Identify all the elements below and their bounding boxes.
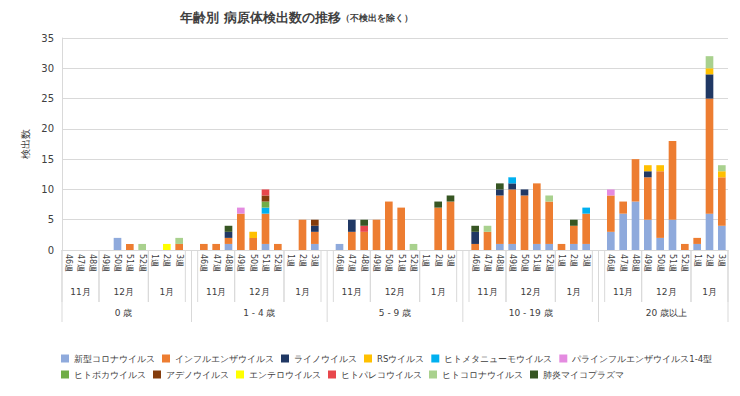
svg-text:52週: 52週 — [409, 254, 418, 272]
svg-text:2週: 2週 — [298, 254, 307, 267]
svg-text:50週: 50週 — [249, 254, 258, 272]
svg-text:12月: 12月 — [113, 287, 133, 297]
svg-text:11月: 11月 — [477, 287, 497, 297]
svg-text:52週: 52週 — [680, 254, 689, 272]
svg-text:ヒトボカウイルス: ヒトボカウイルス — [74, 370, 146, 380]
svg-text:2週: 2週 — [162, 254, 171, 267]
svg-text:0: 0 — [48, 245, 54, 256]
svg-text:46週: 46週 — [335, 254, 344, 272]
svg-text:インフルエンザウイルス: インフルエンザウイルス — [175, 354, 274, 364]
svg-text:2週: 2週 — [434, 254, 443, 267]
svg-text:1週: 1週 — [421, 254, 430, 267]
svg-text:52週: 52週 — [273, 254, 282, 272]
svg-text:48週: 48週 — [360, 254, 369, 272]
svg-text:ヒトコロナウイルス: ヒトコロナウイルス — [442, 370, 523, 380]
svg-text:46週: 46週 — [64, 254, 73, 272]
svg-text:46週: 46週 — [199, 254, 208, 272]
svg-text:1週: 1週 — [150, 254, 159, 267]
svg-text:5: 5 — [48, 214, 54, 225]
svg-text:アデノウイルス: アデノウイルス — [166, 370, 229, 380]
svg-text:1週: 1週 — [286, 254, 295, 267]
svg-text:2週: 2週 — [569, 254, 578, 267]
svg-text:1週: 1週 — [693, 254, 702, 267]
svg-text:47週: 47週 — [76, 254, 85, 272]
svg-text:51週: 51週 — [397, 254, 406, 272]
svg-text:肺炎マイコプラズマ: 肺炎マイコプラズマ — [543, 370, 624, 380]
svg-text:51週: 51週 — [668, 254, 677, 272]
svg-text:46週: 46週 — [606, 254, 615, 272]
svg-text:ヒトパレコウイルス: ヒトパレコウイルス — [341, 370, 422, 380]
svg-text:パラインフルエンザウイルス1-4型: パラインフルエンザウイルス1-4型 — [571, 354, 712, 364]
svg-text:52週: 52週 — [138, 254, 147, 272]
svg-text:1月: 1月 — [295, 287, 310, 297]
svg-text:49週: 49週 — [236, 254, 245, 272]
svg-text:49週: 49週 — [508, 254, 517, 272]
svg-text:3週: 3週 — [310, 254, 319, 267]
svg-text:30: 30 — [41, 63, 54, 74]
svg-text:50週: 50週 — [384, 254, 393, 272]
svg-text:48週: 48週 — [224, 254, 233, 272]
svg-text:47週: 47週 — [347, 254, 356, 272]
svg-text:35: 35 — [41, 33, 54, 44]
svg-text:49週: 49週 — [101, 254, 110, 272]
svg-text:3週: 3週 — [582, 254, 591, 267]
svg-text:1週: 1週 — [557, 254, 566, 267]
svg-text:1月: 1月 — [566, 287, 581, 297]
svg-text:検出数: 検出数 — [20, 129, 31, 159]
svg-text:49週: 49週 — [643, 254, 652, 272]
svg-text:50週: 50週 — [113, 254, 122, 272]
svg-text:47週: 47週 — [483, 254, 492, 272]
svg-text:50週: 50週 — [656, 254, 665, 272]
svg-text:（不検出を除く）: （不検出を除く） — [341, 13, 413, 23]
svg-text:12月: 12月 — [385, 287, 405, 297]
svg-text:エンテロウイルス: エンテロウイルス — [249, 370, 321, 380]
svg-text:年齢別 病原体検出数の推移: 年齢別 病原体検出数の推移 — [179, 10, 341, 25]
svg-text:3週: 3週 — [175, 254, 184, 267]
svg-text:1月: 1月 — [159, 287, 174, 297]
svg-text:10 - 19 歳: 10 - 19 歳 — [509, 308, 553, 318]
svg-text:50週: 50週 — [520, 254, 529, 272]
svg-text:3週: 3週 — [446, 254, 455, 267]
svg-text:46週: 46週 — [471, 254, 480, 272]
svg-text:2週: 2週 — [705, 254, 714, 267]
svg-text:10: 10 — [41, 184, 54, 195]
svg-text:12月: 12月 — [656, 287, 676, 297]
svg-text:48週: 48週 — [495, 254, 504, 272]
svg-text:51週: 51週 — [532, 254, 541, 272]
svg-text:20 歳以上: 20 歳以上 — [646, 308, 687, 318]
svg-text:48週: 48週 — [88, 254, 97, 272]
svg-text:20: 20 — [41, 123, 54, 134]
svg-text:47週: 47週 — [212, 254, 221, 272]
svg-text:11月: 11月 — [613, 287, 633, 297]
svg-text:新型コロナウイルス: 新型コロナウイルス — [74, 354, 155, 364]
svg-text:11月: 11月 — [206, 287, 226, 297]
svg-text:47週: 47週 — [619, 254, 628, 272]
svg-text:12月: 12月 — [520, 287, 540, 297]
svg-text:1月: 1月 — [431, 287, 446, 297]
svg-text:12月: 12月 — [249, 287, 269, 297]
svg-text:25: 25 — [41, 93, 54, 104]
svg-text:11月: 11月 — [70, 287, 90, 297]
svg-text:48週: 48週 — [631, 254, 640, 272]
svg-text:ヒトメタニューモウイルス: ヒトメタニューモウイルス — [444, 354, 552, 364]
svg-text:51週: 51週 — [125, 254, 134, 272]
svg-text:3週: 3週 — [717, 254, 726, 267]
svg-text:1 - 4 歳: 1 - 4 歳 — [243, 308, 275, 318]
svg-text:49週: 49週 — [372, 254, 381, 272]
svg-text:11月: 11月 — [342, 287, 362, 297]
svg-text:1月: 1月 — [702, 287, 717, 297]
svg-text:0 歳: 0 歳 — [115, 308, 133, 318]
svg-text:51週: 51週 — [261, 254, 270, 272]
svg-text:RSウイルス: RSウイルス — [377, 354, 424, 364]
svg-text:15: 15 — [41, 154, 54, 165]
svg-text:5 - 9 歳: 5 - 9 歳 — [379, 308, 411, 318]
svg-text:52週: 52週 — [545, 254, 554, 272]
svg-text:ライノウイルス: ライノウイルス — [294, 354, 357, 364]
